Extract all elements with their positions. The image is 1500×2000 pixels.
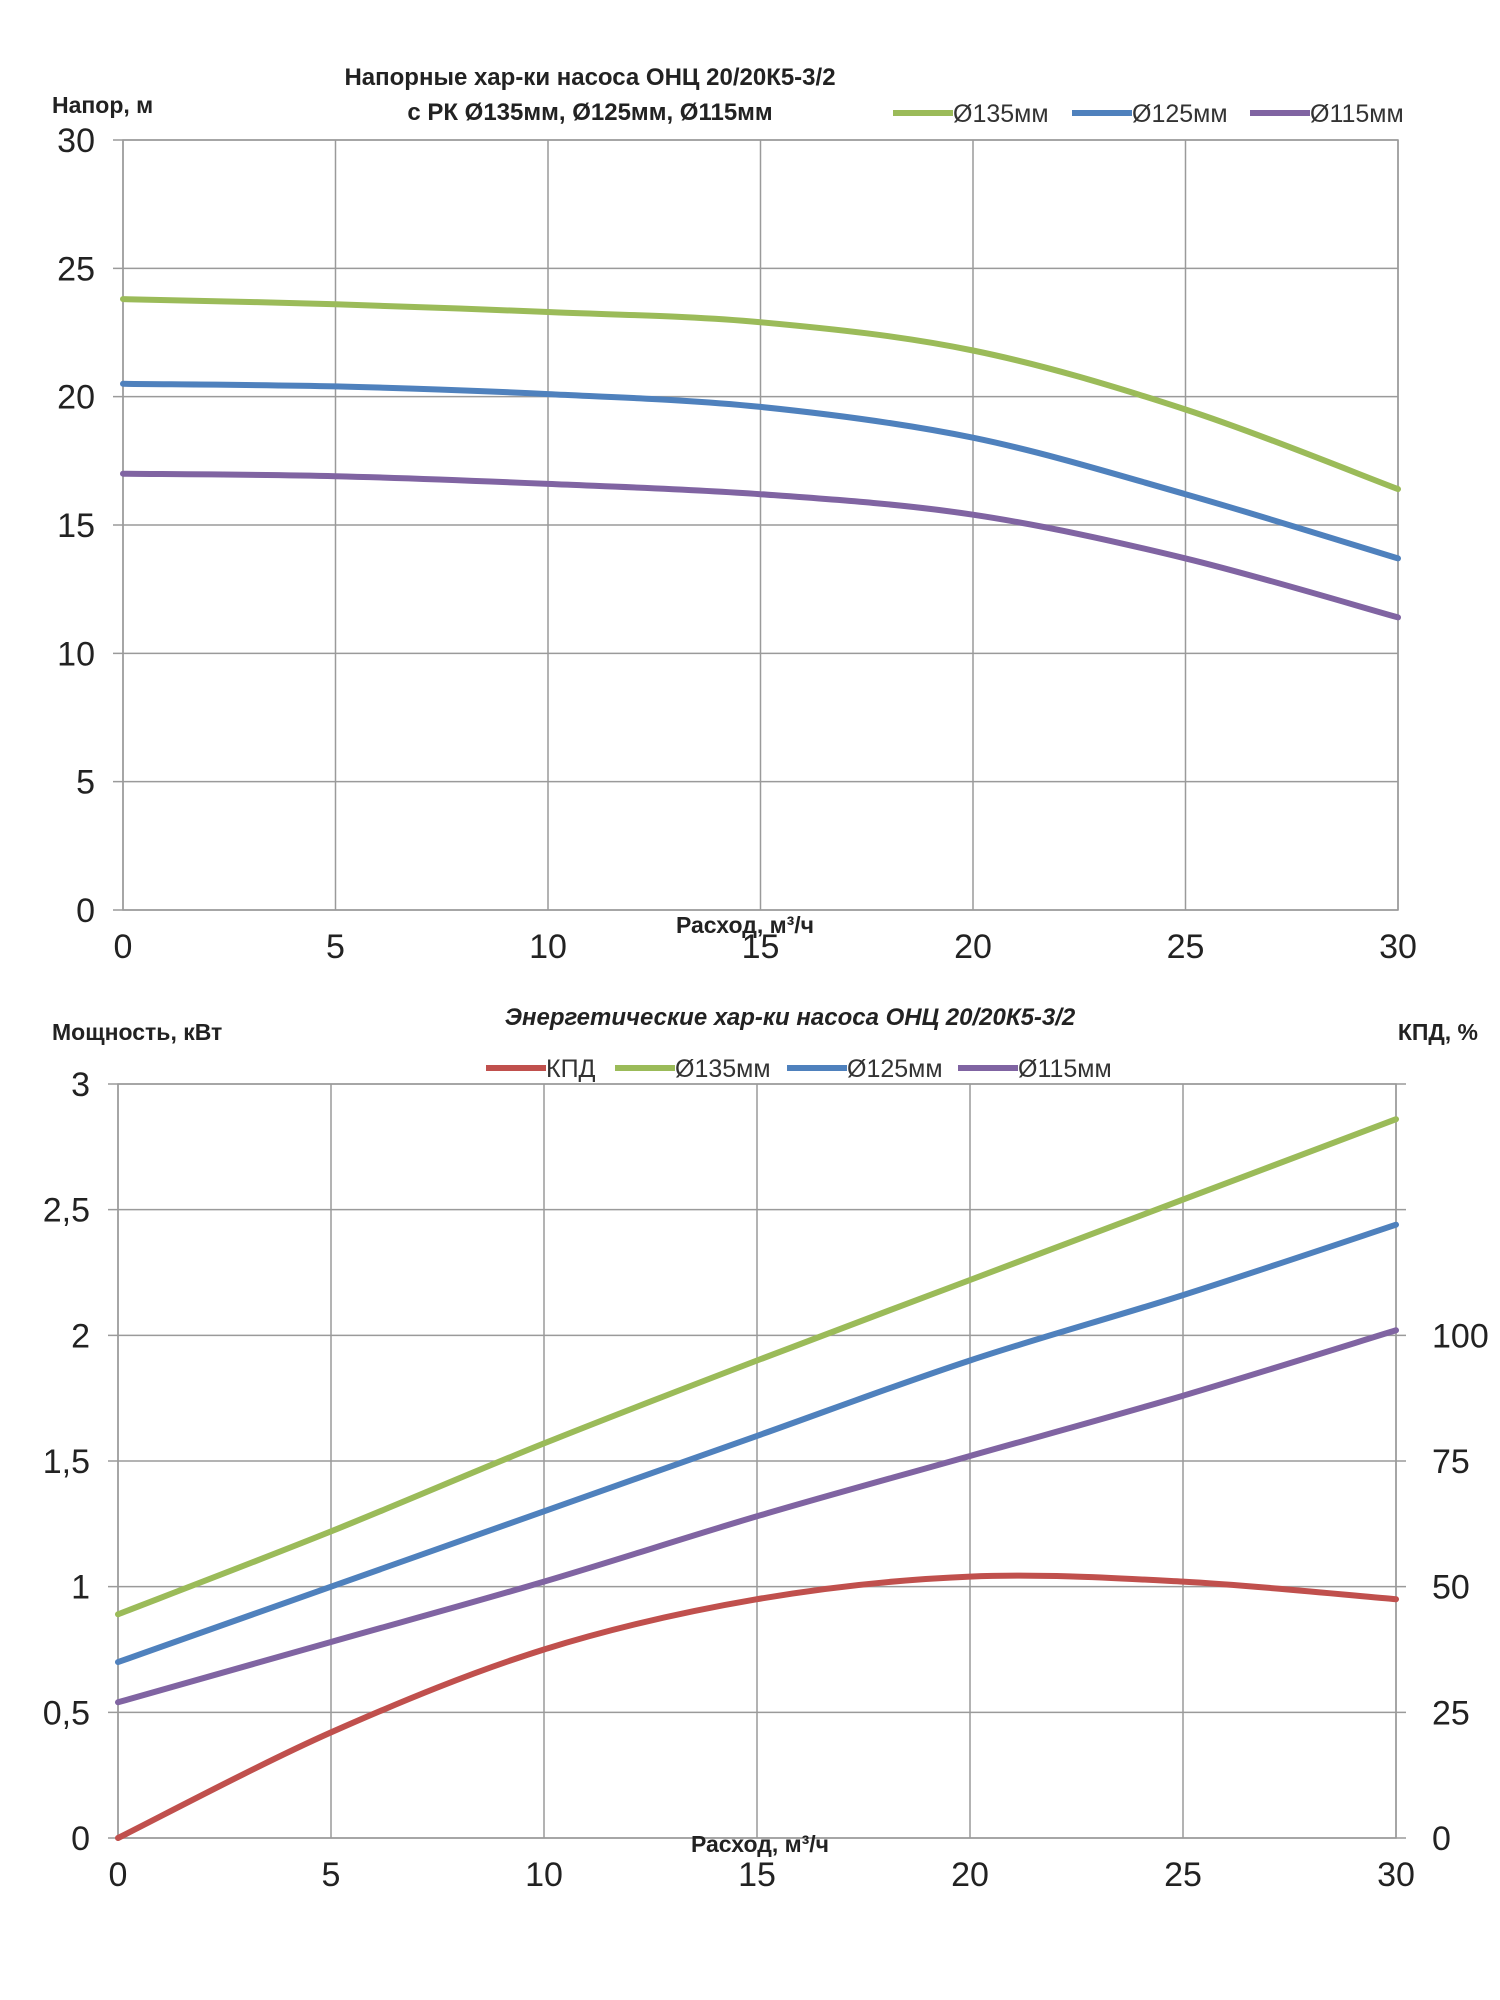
c1-y-tick-label-0: 0	[76, 892, 95, 930]
c2-y-tick-label-6: 3	[71, 1066, 90, 1104]
c2-y-tick-label-0: 0	[71, 1820, 90, 1858]
c2-y-tick-label-3: 1,5	[43, 1443, 90, 1481]
head-chart-grid	[113, 139, 1399, 911]
head-chart-legend: Ø135мм Ø125мм Ø115мм	[893, 100, 1404, 128]
head-chart-subtitle: с РК Ø135мм, Ø125мм, Ø115мм	[407, 99, 772, 126]
c2-y-tick-label-5: 2,5	[43, 1192, 90, 1230]
c2-series-line-135	[115, 1116, 1399, 1618]
c1-series-line-135	[120, 296, 1401, 493]
head-chart: 0 5 10 15 20 25 30 0 5 10 15 20 25 30 Напорные хар-ки…	[0, 0, 1500, 1000]
head-chart-background	[0, 0, 1500, 1000]
c2-x-tick-label-2: 10	[525, 1856, 563, 1894]
c2-x-tick-label-5: 25	[1164, 1856, 1202, 1894]
head-chart-x-axis-label: Расход, м³/ч	[676, 912, 814, 938]
c2-series-line-kpd	[115, 1572, 1399, 1841]
energy-chart-grid	[108, 1083, 1406, 1839]
c2-legend-label-125: Ø125мм	[847, 1055, 943, 1083]
energy-chart-legend: КПД Ø135мм Ø125мм Ø115мм	[486, 1055, 1112, 1083]
c2-y2-tick-label-3: 75	[1432, 1443, 1470, 1481]
c1-x-tick-label-0: 0	[114, 928, 133, 966]
c2-y-tick-label-2: 1	[71, 1569, 90, 1607]
c2-series-line-115	[115, 1327, 1399, 1706]
c2-x-tick-label-0: 0	[109, 1856, 128, 1894]
c2-x-tick-label-4: 20	[951, 1856, 989, 1894]
c2-y2-tick-label-0: 0	[1432, 1820, 1451, 1858]
c1-legend-label-125: Ø125мм	[1132, 100, 1228, 128]
c1-x-tick-label-5: 25	[1167, 928, 1205, 966]
c1-y-tick-label-3: 15	[57, 507, 95, 545]
c1-legend-label-135: Ø135мм	[953, 100, 1049, 128]
c2-y2-tick-label-2: 50	[1432, 1569, 1470, 1607]
c1-x-tick-label-3: 15	[742, 928, 780, 966]
c1-x-tick-label-2: 10	[529, 928, 567, 966]
c1-x-tick-label-4: 20	[954, 928, 992, 966]
c1-series-line-125	[120, 380, 1401, 562]
head-chart-series	[120, 296, 1401, 621]
c2-x-tick-label-1: 5	[322, 1856, 341, 1894]
c2-legend-label-115: Ø115мм	[1018, 1055, 1112, 1083]
c1-y-tick-label-4: 20	[57, 379, 95, 417]
c2-x-tick-label-3: 15	[738, 1856, 776, 1894]
head-chart-ticks: 0 5 10 15 20 25 30 0 5 10 15 20 25 30	[57, 122, 1417, 966]
c1-y-tick-label-6: 30	[57, 122, 95, 160]
c2-y2-tick-label-1: 25	[1432, 1694, 1470, 1732]
c1-x-tick-label-6: 30	[1379, 928, 1417, 966]
c1-series-line-115	[120, 470, 1401, 621]
c2-legend-label-135: Ø135мм	[675, 1055, 771, 1083]
head-chart-title: Напорные хар-ки насоса ОНЦ 20/20К5-3/2	[344, 64, 835, 91]
c2-y-tick-label-1: 0,5	[43, 1694, 90, 1732]
energy-chart-title: Энергетические хар-ки насоса ОНЦ 20/20К5…	[505, 1004, 1076, 1031]
c2-y-tick-label-4: 2	[71, 1317, 90, 1355]
energy-chart-x-axis-label: Расход, м³/ч	[691, 1831, 829, 1857]
c2-x-tick-label-6: 30	[1377, 1856, 1415, 1894]
energy-chart-y-axis-label: Мощность, кВт	[52, 1019, 222, 1045]
head-chart-y-axis-label: Напор, м	[52, 92, 153, 118]
c1-x-tick-label-1: 5	[326, 928, 345, 966]
c1-y-tick-label-1: 5	[76, 764, 95, 802]
c2-y2-tick-label-4: 100	[1432, 1317, 1489, 1355]
c1-legend-label-115: Ø115мм	[1310, 100, 1404, 128]
c2-legend-label-kpd: КПД	[546, 1055, 596, 1083]
energy-chart-series	[115, 1116, 1399, 1841]
energy-chart-y2-axis-label: КПД, %	[1398, 1019, 1478, 1045]
c1-y-tick-label-2: 10	[57, 635, 95, 673]
c1-y-tick-label-5: 25	[57, 250, 95, 288]
c2-series-line-125	[115, 1221, 1399, 1666]
